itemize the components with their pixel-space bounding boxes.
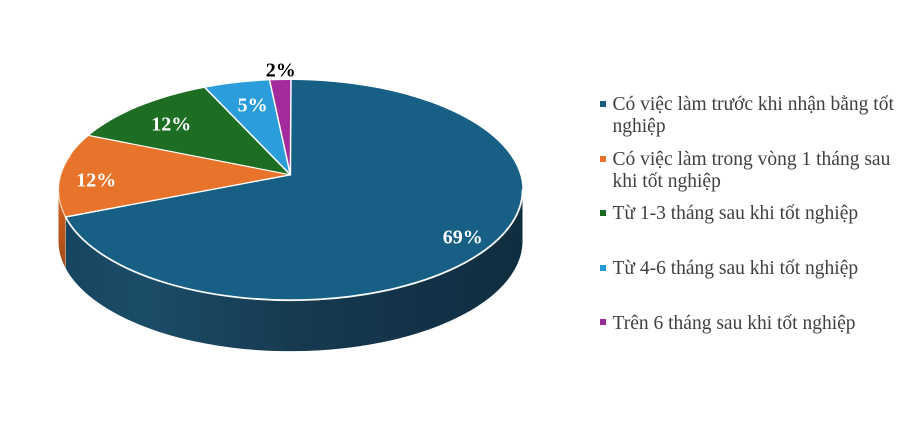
svg-text:2%: 2% bbox=[266, 60, 296, 82]
svg-text:12%: 12% bbox=[151, 114, 191, 136]
svg-text:69%: 69% bbox=[443, 227, 483, 249]
svg-text:5%: 5% bbox=[238, 94, 268, 116]
svg-text:12%: 12% bbox=[76, 169, 116, 191]
